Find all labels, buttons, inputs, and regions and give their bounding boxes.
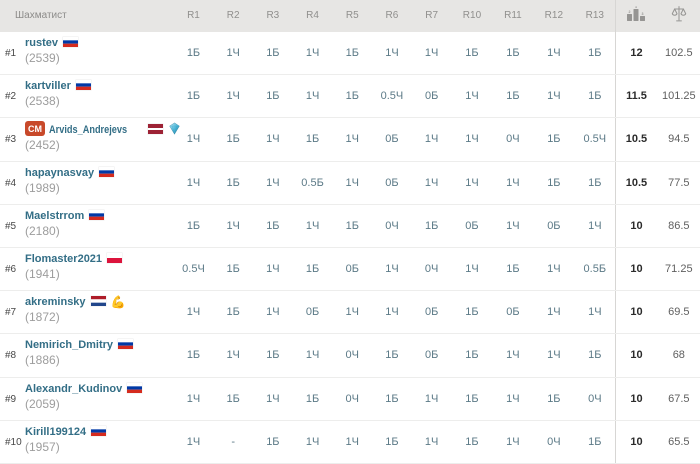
svg-text:1: 1 bbox=[635, 6, 637, 9]
svg-text:3: 3 bbox=[642, 12, 644, 16]
svg-text:2: 2 bbox=[629, 10, 631, 14]
